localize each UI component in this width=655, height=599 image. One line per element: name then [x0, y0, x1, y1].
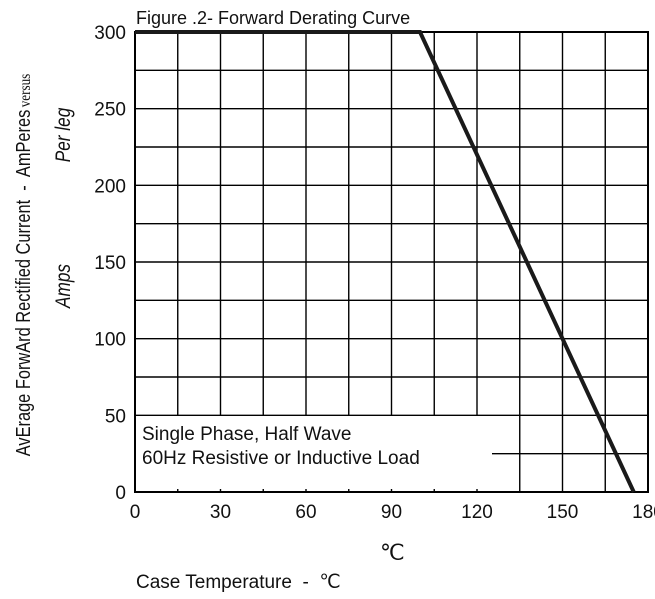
- chart-title: Figure .2- Forward Derating Curve: [136, 8, 410, 28]
- chart-grid: [134, 31, 649, 493]
- series-layer: [135, 30, 636, 493]
- annotation-box: Single Phase, Half Wave 60Hz Resistive o…: [136, 416, 492, 489]
- y-axis-label-main: AvErage ForwArd Rectified Current - AmPe…: [11, 110, 34, 457]
- x-tick-label: 30: [210, 502, 231, 523]
- y-tick-label: 200: [94, 176, 126, 197]
- x-tick-labels: 0 30 60 90 120 150 180: [130, 502, 655, 523]
- x-tick-label: 150: [547, 502, 579, 523]
- y-axis-label: AvErage ForwArd Rectified Current - AmPe…: [11, 73, 34, 456]
- x-tick-label: 120: [461, 502, 493, 523]
- y-tick-label: 300: [94, 23, 126, 44]
- x-tick-label: 90: [381, 502, 402, 523]
- y-tick-labels: 0 50 100 150 200 250 300: [94, 23, 126, 504]
- x-tick-label: 180: [632, 502, 655, 523]
- y-axis-label-per-leg: Per leg: [53, 107, 76, 162]
- annotation-background: [136, 416, 492, 489]
- x-axis-label: Case Temperature - ℃: [136, 572, 341, 593]
- derating-curve-line: [135, 30, 636, 493]
- x-unit-mark: ℃: [380, 540, 405, 565]
- y-axis-label-amps: Amps: [53, 264, 76, 309]
- x-tick-label: 60: [295, 502, 316, 523]
- y-tick-label: 100: [94, 330, 126, 351]
- y-tick-label: 250: [94, 100, 126, 121]
- y-axis-label-suffix: versus: [17, 73, 34, 107]
- y-tick-label: 0: [115, 483, 126, 504]
- y-tick-label: 50: [105, 406, 126, 427]
- y-tick-label: 150: [94, 253, 126, 274]
- x-tick-label: 0: [130, 502, 141, 523]
- annotation-line-1: Single Phase, Half Wave: [142, 424, 351, 445]
- annotation-line-2: 60Hz Resistive or Inductive Load: [142, 448, 420, 469]
